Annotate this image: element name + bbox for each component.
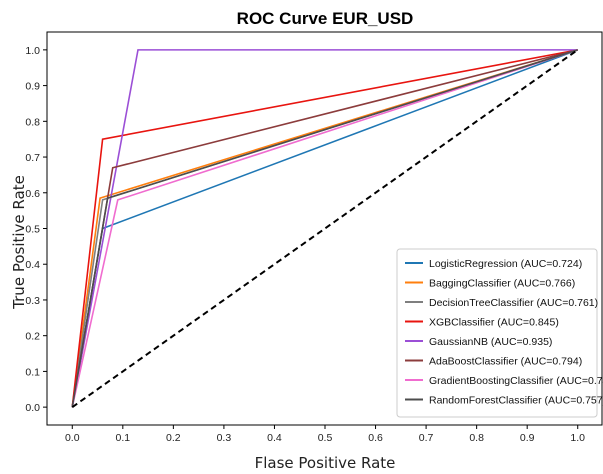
y-tick-label: 1.0 xyxy=(25,45,40,57)
x-tick-label: 0.7 xyxy=(419,432,434,444)
legend-label-4: GaussianNB (AUC=0.935) xyxy=(429,336,552,348)
x-tick-label: 0.6 xyxy=(368,432,383,444)
legend-label-7: RandomForestClassifier (AUC=0.757) xyxy=(429,395,603,407)
legend-box xyxy=(396,248,598,418)
series-line-3 xyxy=(71,49,578,408)
x-tick-label: 0.0 xyxy=(65,432,80,444)
y-tick-label: 0.0 xyxy=(25,402,40,414)
series-line-7 xyxy=(71,49,578,408)
y-tick-label: 0.6 xyxy=(25,188,40,200)
x-tick-label: 0.4 xyxy=(267,432,282,444)
legend-label-1: BaggingClassifier (AUC=0.766) xyxy=(429,278,575,290)
x-tick-label: 0.1 xyxy=(116,432,131,444)
y-tick-label: 0.8 xyxy=(25,116,40,128)
y-tick-label: 0.9 xyxy=(25,81,40,93)
chance-diagonal-line xyxy=(71,49,579,408)
y-tick-label: 0.3 xyxy=(25,295,40,307)
legend-label-2: DecisionTreeClassifier (AUC=0.761) xyxy=(429,297,598,309)
x-tick-label: 0.3 xyxy=(217,432,232,444)
chart-title: ROC Curve EUR_USD xyxy=(237,9,414,28)
y-tick-label: 0.7 xyxy=(25,152,40,164)
y-tick-label: 0.2 xyxy=(25,331,40,343)
legend-label-5: AdaBoostClassifier (AUC=0.794) xyxy=(429,356,582,368)
x-tick-label: 0.2 xyxy=(166,432,181,444)
legend-label-6: GradientBoostingClassifier (AUC=0.748) xyxy=(429,375,603,387)
y-tick-label: 0.5 xyxy=(25,224,40,236)
legend-label-0: LogisticRegression (AUC=0.724) xyxy=(429,258,582,270)
y-tick-label: 0.1 xyxy=(25,366,40,378)
x-tick-label: 0.8 xyxy=(469,432,484,444)
y-tick-label: 0.4 xyxy=(25,259,40,271)
legend-label-3: XGBClassifier (AUC=0.845) xyxy=(429,317,559,329)
series-line-4 xyxy=(71,49,578,408)
x-axis-label: Flase Positive Rate xyxy=(255,454,396,472)
x-tick-label: 1.0 xyxy=(570,432,585,444)
series-line-6 xyxy=(71,49,578,408)
x-tick-label: 0.9 xyxy=(520,432,535,444)
y-axis-label: True Positive Rate xyxy=(10,175,28,310)
x-tick-label: 0.5 xyxy=(318,432,333,444)
